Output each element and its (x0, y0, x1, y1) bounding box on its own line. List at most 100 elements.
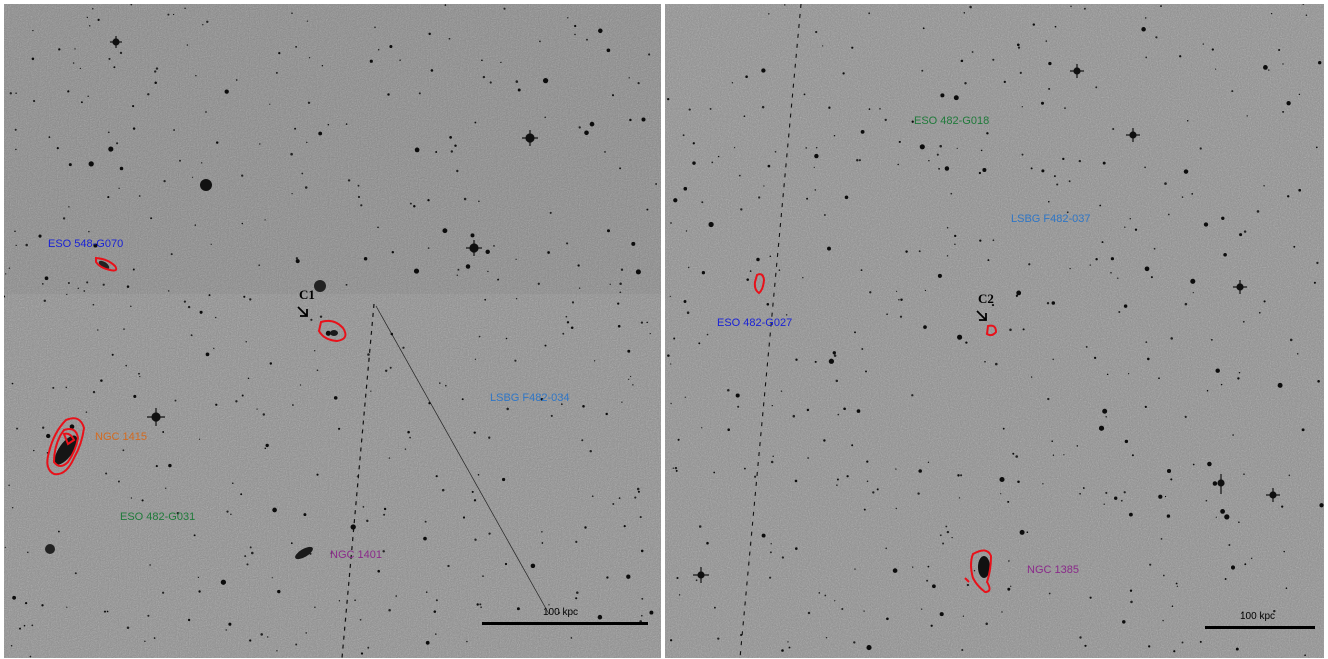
star (571, 301, 575, 304)
star (278, 51, 281, 55)
star (485, 249, 490, 255)
star (1319, 503, 1324, 508)
star (1122, 620, 1126, 624)
star (628, 77, 630, 79)
star (737, 405, 740, 408)
star (482, 575, 484, 577)
star (1232, 434, 1234, 436)
star (299, 384, 302, 386)
star (939, 612, 944, 617)
star (1021, 106, 1023, 108)
star (727, 428, 730, 432)
star (688, 108, 691, 111)
star (122, 449, 125, 452)
star (589, 449, 592, 453)
star (979, 239, 982, 242)
star (781, 649, 784, 652)
star (667, 354, 670, 357)
star (1192, 292, 1194, 294)
star (1093, 356, 1097, 360)
star (774, 150, 777, 153)
star (1130, 600, 1133, 604)
star (854, 568, 856, 570)
star (395, 595, 397, 597)
star (139, 375, 141, 378)
star (749, 270, 752, 272)
star (100, 379, 103, 382)
star (745, 75, 748, 78)
star (814, 189, 817, 191)
star (1120, 499, 1123, 502)
star (683, 300, 687, 303)
star (118, 187, 120, 189)
star (1089, 264, 1091, 266)
star (899, 315, 903, 318)
star (1010, 585, 1012, 587)
star (541, 531, 543, 533)
star (1263, 300, 1266, 303)
star (465, 264, 471, 269)
star (1007, 500, 1010, 503)
star (634, 496, 637, 499)
star (301, 172, 304, 175)
star (262, 413, 266, 416)
star (1001, 611, 1003, 613)
star (1215, 516, 1217, 518)
star (1263, 65, 1268, 70)
star (912, 566, 914, 568)
star (435, 475, 438, 478)
star (153, 637, 156, 639)
star (698, 525, 702, 528)
star (1206, 389, 1209, 392)
star (898, 299, 900, 301)
star (957, 474, 960, 477)
star (10, 645, 13, 647)
star (1202, 43, 1205, 45)
star (794, 479, 798, 483)
star (1124, 226, 1126, 228)
star (1282, 63, 1284, 65)
star (611, 94, 615, 97)
star (926, 579, 929, 582)
star (769, 551, 772, 554)
star (1242, 611, 1244, 613)
star (833, 134, 836, 137)
star (1199, 147, 1202, 150)
star (205, 111, 207, 113)
star (1207, 461, 1212, 467)
star (1298, 93, 1301, 96)
star (377, 569, 380, 573)
star (565, 315, 568, 318)
star (1158, 494, 1163, 499)
star (147, 93, 150, 96)
star (258, 264, 261, 267)
star (851, 444, 854, 447)
label-ngc-1385: NGC 1385 (1027, 564, 1079, 576)
star (119, 51, 123, 55)
star (360, 652, 364, 655)
star (1002, 427, 1005, 430)
star (598, 28, 603, 34)
star (958, 497, 961, 499)
star (1053, 175, 1056, 178)
star (269, 362, 273, 365)
star (834, 600, 836, 602)
star (306, 141, 308, 144)
star (1181, 641, 1184, 644)
star (1239, 233, 1243, 237)
star (731, 82, 734, 84)
star (683, 186, 688, 191)
star (23, 624, 26, 627)
star (963, 12, 966, 14)
star (1041, 169, 1045, 173)
star (818, 592, 821, 594)
star (1105, 416, 1107, 418)
star (198, 438, 201, 440)
star (1313, 281, 1316, 284)
star (1129, 589, 1133, 592)
star (581, 439, 584, 442)
star (515, 80, 519, 83)
star (382, 550, 385, 553)
star (264, 219, 266, 221)
star (828, 358, 835, 364)
